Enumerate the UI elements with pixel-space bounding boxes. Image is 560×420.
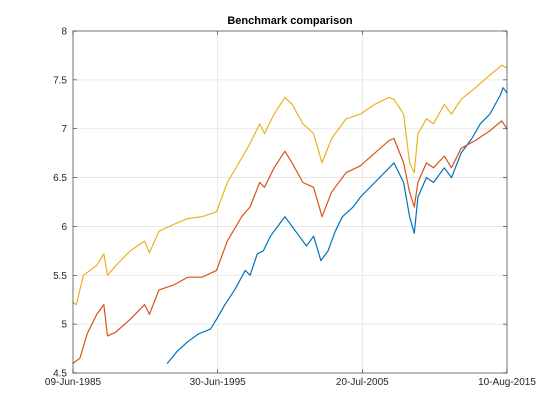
x-tick-labels: 09-Jun-1985 30-Jun-1995 20-Jul-2005 10-Aug-…: [45, 377, 536, 388]
series-line-3: [72, 64, 508, 306]
y-tick-label: 4.5: [53, 369, 67, 380]
y-tick-label: 6.5: [53, 173, 67, 184]
y-tick-labels: 4.5 5 5.5 6 6.5 7 7.5 8: [53, 27, 67, 380]
grid-lines: [72, 30, 508, 374]
y-tick-label: 6: [61, 222, 67, 233]
y-tick-label: 5: [61, 320, 67, 331]
y-tick-label: 7.5: [53, 75, 67, 86]
series-line-1: [166, 87, 508, 364]
x-tick-label: 10-Aug-2015: [478, 377, 536, 388]
y-tick-label: 8: [61, 27, 67, 38]
chart-title: Benchmark comparison: [227, 15, 353, 27]
axes-box: [72, 30, 508, 374]
x-tick-label: 09-Jun-1985: [45, 377, 102, 388]
y-tick-label: 7: [61, 124, 67, 135]
tick-marks: [72, 30, 508, 374]
y-tick-label: 5.5: [53, 271, 67, 282]
x-tick-label: 30-Jun-1995: [190, 377, 247, 388]
series-lines: [72, 64, 508, 364]
series-line-2: [72, 120, 508, 364]
x-tick-label: 20-Jul-2005: [336, 377, 389, 388]
